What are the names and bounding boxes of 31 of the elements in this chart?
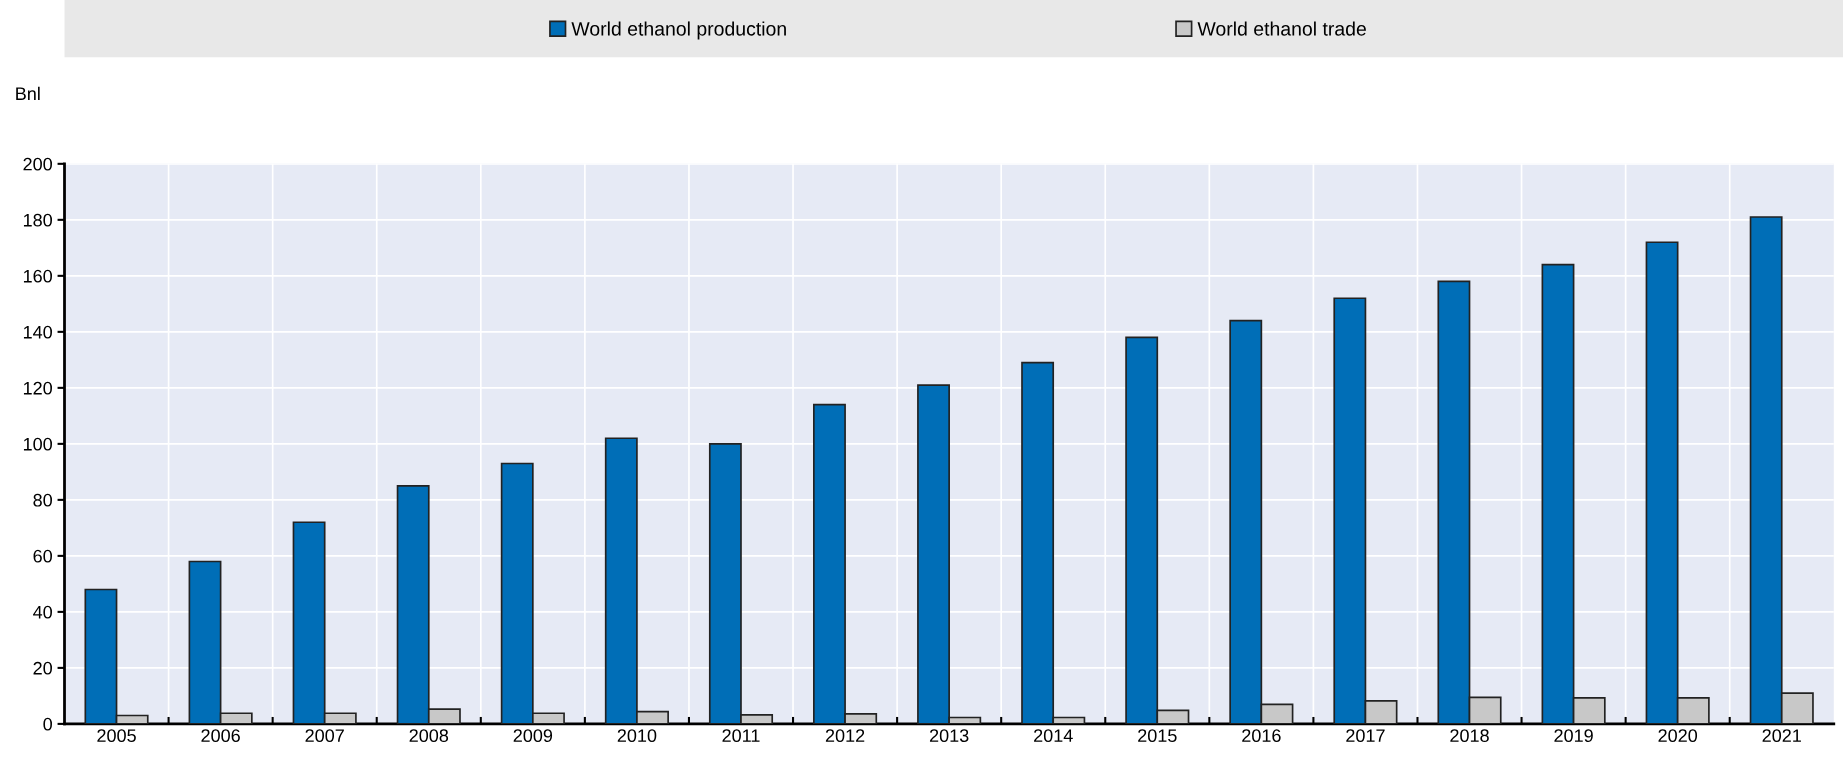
x-tick-label: 2015	[1138, 729, 1177, 743]
y-tick-label: 40	[33, 605, 52, 619]
legend-label: World ethanol trade	[1197, 21, 1366, 36]
y-tick-label: 160	[23, 269, 52, 283]
y-tick-label: 0	[43, 717, 52, 731]
x-tick-label: 2010	[617, 729, 657, 743]
x-tick-label: 2014	[1034, 729, 1073, 743]
x-tick-label: 2011	[722, 729, 760, 743]
x-tick-label: 2019	[1554, 729, 1593, 743]
x-tick-label: 2005	[97, 729, 136, 743]
y-tick-label: 80	[33, 493, 52, 507]
x-tick-label: 2016	[1242, 729, 1281, 743]
x-tick-label: 2008	[409, 729, 449, 743]
y-axis-title: Bnl	[16, 86, 40, 100]
x-tick-label: 2012	[825, 729, 865, 743]
y-tick-label: 60	[33, 549, 52, 563]
y-tick-label: 20	[33, 661, 52, 675]
x-tick-label: 2017	[1346, 729, 1385, 743]
x-tick-label: 2018	[1450, 729, 1489, 743]
x-tick-label: 2013	[929, 729, 969, 743]
x-tick-label: 2020	[1658, 729, 1698, 743]
legend-label: World ethanol production	[571, 21, 786, 40]
y-tick-label: 180	[23, 213, 52, 227]
x-tick-label: 2021	[1762, 729, 1801, 743]
x-tick-label: 2006	[201, 729, 240, 743]
y-tick-label: 120	[23, 381, 52, 395]
y-tick-label: 140	[23, 325, 52, 339]
y-tick-label: 200	[23, 157, 52, 171]
x-tick-label: 2009	[513, 729, 553, 743]
x-tick-label: 2007	[305, 729, 344, 743]
y-tick-label: 100	[23, 437, 52, 451]
